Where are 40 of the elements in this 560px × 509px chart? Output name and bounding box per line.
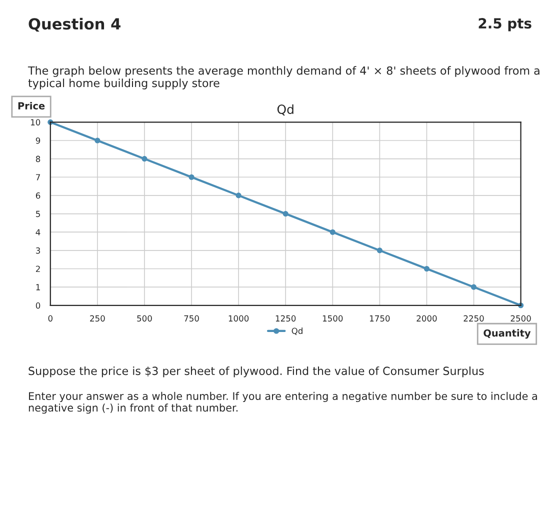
y-tick-label: 2 <box>36 266 40 272</box>
x-tick-label: 1500 <box>322 315 343 322</box>
x-axis-title: Quantity <box>484 329 531 339</box>
x-tick-label: 2250 <box>464 315 484 322</box>
y-tick-label: 1 <box>36 284 40 290</box>
y-tick-label: 4 <box>36 229 40 236</box>
y-tick-label: 7 <box>36 174 40 180</box>
y-tick-label: 0 <box>36 302 40 309</box>
y-tick-label: 6 <box>36 192 40 199</box>
x-tick-label: 1750 <box>370 315 390 322</box>
point <box>376 248 382 254</box>
y-tick-label: 10 <box>30 119 40 126</box>
point <box>282 211 288 217</box>
point <box>236 192 242 198</box>
x-tick-label: 1000 <box>228 315 249 322</box>
x-tick-label: 500 <box>137 315 152 322</box>
x-tick-label: 2000 <box>416 315 437 322</box>
y-tick-label: 3 <box>36 247 40 254</box>
y-tick-label: 5 <box>36 210 40 218</box>
x-tick-label: 1250 <box>276 315 296 322</box>
legend-label: Qd <box>292 328 302 335</box>
y-tick-label: 9 <box>36 137 40 144</box>
y-tick-label: 8 <box>36 156 40 162</box>
text: The graph below presents the average monthly demand of 4' × 8' sheets of plywood from a typical home building supply store <box>28 66 540 90</box>
point <box>188 174 194 180</box>
point <box>470 284 477 290</box>
chart-title: Qd <box>277 104 294 116</box>
y-axis-title: Price <box>18 102 45 110</box>
point <box>142 156 148 162</box>
text: Enter your answer as a whole number. If you are entering a negative number be sure to include a negative sign (-) in front of that number. <box>28 392 537 414</box>
x-tick-label: 0 <box>48 315 52 322</box>
point <box>424 266 430 272</box>
x-tick-label: 250 <box>90 315 105 322</box>
text: Question 4 <box>28 18 120 32</box>
text: Suppose the price is $3 per sheet of plywood. Find the value of Consumer Surplus <box>28 366 484 378</box>
x-tick-label: 750 <box>184 315 199 322</box>
point <box>94 138 100 144</box>
point <box>330 229 336 235</box>
text: 2.5 pts <box>478 18 532 32</box>
x-tick-label: 2500 <box>510 315 531 322</box>
